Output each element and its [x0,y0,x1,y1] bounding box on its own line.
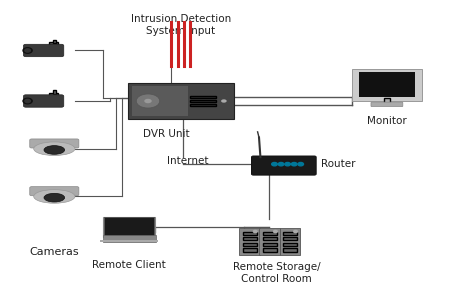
Text: Monitor: Monitor [367,116,407,127]
FancyBboxPatch shape [263,248,277,252]
FancyBboxPatch shape [104,217,154,237]
Circle shape [23,48,32,53]
Text: Router: Router [321,159,356,169]
FancyBboxPatch shape [283,243,297,246]
Circle shape [273,230,277,233]
FancyBboxPatch shape [263,232,277,235]
Circle shape [25,99,30,103]
Circle shape [278,162,284,166]
FancyBboxPatch shape [24,95,64,107]
FancyBboxPatch shape [259,228,280,255]
FancyBboxPatch shape [30,139,79,148]
FancyBboxPatch shape [243,237,257,240]
Text: Remote Client: Remote Client [92,260,166,269]
Circle shape [23,98,32,104]
FancyBboxPatch shape [263,243,277,246]
FancyBboxPatch shape [100,240,158,242]
Text: Internet: Internet [167,156,209,166]
FancyBboxPatch shape [239,228,260,255]
FancyBboxPatch shape [24,44,64,57]
Ellipse shape [44,193,64,202]
Circle shape [221,99,227,103]
Text: Cameras: Cameras [29,247,79,257]
FancyBboxPatch shape [243,243,257,246]
FancyBboxPatch shape [359,72,415,97]
Circle shape [292,162,297,166]
Text: DVR Unit: DVR Unit [144,129,190,139]
FancyBboxPatch shape [243,232,257,235]
FancyBboxPatch shape [283,232,297,235]
Circle shape [272,162,277,166]
Circle shape [25,49,30,52]
FancyBboxPatch shape [371,102,403,107]
FancyBboxPatch shape [190,96,216,98]
FancyBboxPatch shape [49,93,58,97]
FancyBboxPatch shape [283,237,297,240]
FancyBboxPatch shape [49,42,58,46]
FancyBboxPatch shape [352,69,421,101]
Ellipse shape [44,146,64,154]
Circle shape [254,230,257,233]
Circle shape [294,230,297,233]
Circle shape [285,162,291,166]
FancyBboxPatch shape [132,86,188,116]
FancyBboxPatch shape [190,104,216,106]
Circle shape [144,99,152,103]
Ellipse shape [34,190,75,203]
FancyBboxPatch shape [102,235,156,242]
FancyBboxPatch shape [30,187,79,196]
Circle shape [137,94,160,108]
Circle shape [298,162,303,166]
FancyBboxPatch shape [243,248,257,252]
Text: Intrusion Detection
System Input: Intrusion Detection System Input [131,14,231,36]
FancyBboxPatch shape [128,83,234,119]
FancyBboxPatch shape [383,98,390,104]
FancyBboxPatch shape [263,237,277,240]
FancyBboxPatch shape [53,90,56,93]
FancyBboxPatch shape [280,228,300,255]
FancyBboxPatch shape [53,40,56,43]
Ellipse shape [34,142,75,155]
FancyBboxPatch shape [283,248,297,252]
FancyBboxPatch shape [252,156,316,175]
FancyBboxPatch shape [190,100,216,102]
Text: Remote Storage/
Control Room: Remote Storage/ Control Room [233,262,320,284]
